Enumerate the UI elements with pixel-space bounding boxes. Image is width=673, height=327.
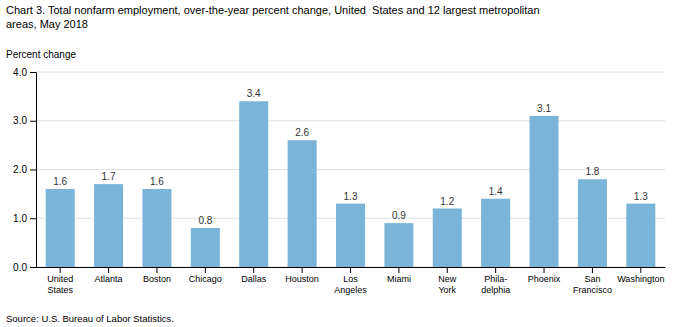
x-tick-label: LosAngeles <box>334 274 367 294</box>
grid-line <box>36 72 665 73</box>
grid <box>36 72 665 267</box>
y-tick: 3.0 <box>13 115 36 126</box>
y-tick: 1.0 <box>13 213 36 224</box>
bar <box>94 184 123 267</box>
x-tick-mark <box>592 267 593 273</box>
bars <box>46 101 656 267</box>
bar <box>481 199 510 267</box>
grid-line <box>36 169 665 170</box>
x-tick-mark <box>60 267 61 273</box>
bar <box>530 116 559 267</box>
y-axis-title: Percent change <box>6 49 76 60</box>
bar <box>46 189 75 267</box>
y-tick-label: 1.0 <box>13 213 27 224</box>
data-label: 3.1 <box>537 103 551 114</box>
x-tick-label: Miami <box>387 274 411 284</box>
x-tick-label: Washington <box>617 274 664 284</box>
x-tick-label: UnitedStates <box>47 274 73 294</box>
x-tick-label: Houston <box>285 274 319 284</box>
source: Source: U.S. Bureau of Labor Statistics. <box>6 313 174 324</box>
bar <box>288 140 317 267</box>
x-tick: Houston <box>285 267 319 284</box>
data-label: 0.9 <box>392 210 406 221</box>
x-tick-mark <box>398 267 399 273</box>
y-tick-label: 2.0 <box>13 164 27 175</box>
x-tick-mark <box>302 267 303 273</box>
x-tick-mark <box>447 267 448 273</box>
x-tick-label: Phila-delphia <box>481 274 510 294</box>
bar <box>433 209 462 268</box>
x-tick: Phoenix <box>528 267 561 284</box>
y-tick: 0.0 <box>13 262 36 273</box>
x-tick-mark <box>544 267 545 273</box>
grid-line <box>36 120 665 121</box>
x-tick-label: SanFrancisco <box>573 274 612 294</box>
x-tick-mark <box>350 267 351 273</box>
x-tick-mark <box>253 267 254 273</box>
x-tick-label: Phoenix <box>528 274 561 284</box>
data-label: 3.4 <box>247 88 261 99</box>
data-label: 1.4 <box>489 186 503 197</box>
data-label: 1.8 <box>585 166 599 177</box>
y-tick-mark <box>30 218 36 219</box>
x-tick-label: Boston <box>143 274 171 284</box>
data-label: 1.7 <box>102 171 116 182</box>
x-tick: Washington <box>617 267 664 284</box>
y-axis: 0.0 1.0 2.0 3.0 4.0 <box>13 67 36 273</box>
bar <box>239 101 268 267</box>
plot: 0.0 1.0 2.0 3.0 4.0 UnitedStates Atlanta Boston… <box>13 67 665 295</box>
bar <box>578 179 607 267</box>
data-label: 2.6 <box>295 127 309 138</box>
bar <box>336 204 365 267</box>
x-tick-label: Chicago <box>189 274 222 284</box>
y-axis-line <box>30 73 37 268</box>
data-label: 1.6 <box>53 176 67 187</box>
y-tick-mark <box>30 121 36 122</box>
x-tick-mark <box>640 267 641 273</box>
x-tick: Dallas <box>241 267 267 284</box>
data-label: 1.3 <box>344 191 358 202</box>
data-label: 1.2 <box>440 196 454 207</box>
y-tick-mark <box>30 72 36 73</box>
x-tick: SanFrancisco <box>573 267 612 295</box>
x-tick: Miami <box>387 267 411 284</box>
x-tick-mark <box>108 267 109 273</box>
x-tick: Atlanta <box>95 267 123 284</box>
x-tick: UnitedStates <box>47 267 73 295</box>
bar <box>626 204 655 267</box>
chart: Chart 3. Total nonfarm employment, over-… <box>0 0 673 327</box>
y-tick: 2.0 <box>13 164 36 175</box>
bar <box>384 223 413 267</box>
y-tick-mark <box>30 267 36 268</box>
x-tick-label: Atlanta <box>95 274 123 284</box>
bar <box>142 189 171 267</box>
data-label: 1.6 <box>150 176 164 187</box>
x-tick: NewYork <box>438 267 457 295</box>
x-tick-mark <box>156 267 157 273</box>
data-label: 1.3 <box>634 191 648 202</box>
x-axis: UnitedStates Atlanta Boston Chicago Dallas Ho… <box>37 267 666 295</box>
x-tick: LosAngeles <box>334 267 367 295</box>
y-tick: 4.0 <box>13 67 36 78</box>
y-tick-mark <box>30 170 36 171</box>
bar <box>191 228 220 267</box>
x-tick-mark <box>495 267 496 273</box>
y-tick-label: 0.0 <box>13 262 27 273</box>
data-labels: 1.6 1.7 1.6 0.8 3.4 2.6 1.3 0.9 1.2 1.4 3.1 1.8 1.3 <box>53 88 648 226</box>
data-label: 0.8 <box>198 215 212 226</box>
y-tick-label: 4.0 <box>13 67 27 78</box>
y-tick-label: 3.0 <box>13 115 27 126</box>
x-tick-label: Dallas <box>241 274 267 284</box>
x-tick: Phila-delphia <box>481 267 510 295</box>
x-tick-label: NewYork <box>438 274 457 294</box>
x-tick: Chicago <box>189 267 222 284</box>
x-tick-mark <box>205 267 206 273</box>
x-tick: Boston <box>143 267 171 284</box>
title: Chart 3. Total nonfarm employment, over-… <box>6 4 540 30</box>
